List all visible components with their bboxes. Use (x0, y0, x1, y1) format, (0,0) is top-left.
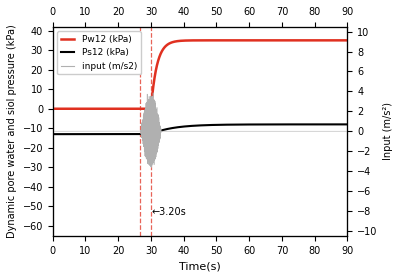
Text: ←3.20s: ←3.20s (152, 207, 186, 217)
Y-axis label: Input (m/s²): Input (m/s²) (383, 102, 393, 160)
Legend: Pw12 (kPa), Ps12 (kPa), input (m/s2): Pw12 (kPa), Ps12 (kPa), input (m/s2) (57, 31, 140, 75)
Y-axis label: Dynamic pore water and siol pressure (kPa): Dynamic pore water and siol pressure (kP… (7, 24, 17, 238)
X-axis label: Time(s): Time(s) (179, 261, 221, 271)
